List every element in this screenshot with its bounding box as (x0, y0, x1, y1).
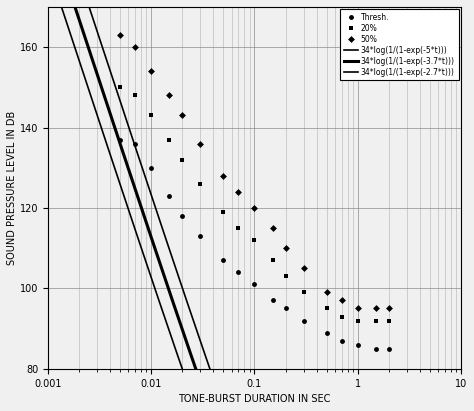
Legend: Thresh., 20%, 50%, 34*log(1/(1-exp(-5*t))), 34*log(1/(1-exp(-3.7*t))), 34*log(1/: Thresh., 20%, 50%, 34*log(1/(1-exp(-5*t)… (340, 9, 459, 81)
Y-axis label: SOUND PRESSURE LEVEL IN DB: SOUND PRESSURE LEVEL IN DB (7, 111, 17, 265)
X-axis label: TONE-BURST DURATION IN SEC: TONE-BURST DURATION IN SEC (178, 394, 331, 404)
